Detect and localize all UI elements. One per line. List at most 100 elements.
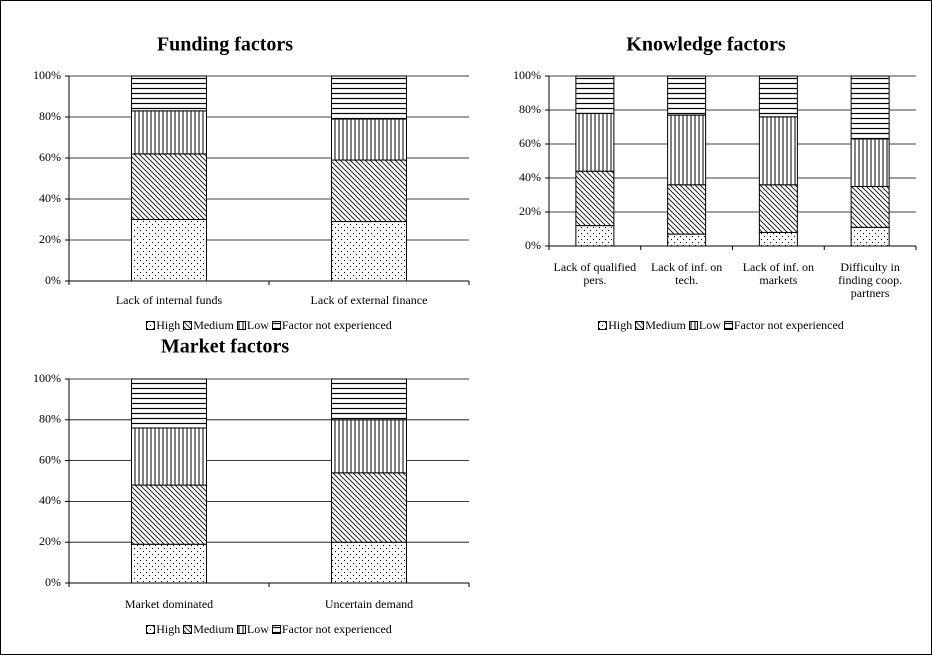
legend-swatch-box <box>236 625 246 634</box>
legend-swatch <box>271 625 281 634</box>
legend-swatch-box <box>723 321 733 330</box>
legend-item: Factor not experienced <box>271 622 392 637</box>
chart-title: Knowledge factors <box>626 34 786 56</box>
bar-segment <box>667 75 707 116</box>
bar-segment <box>331 541 407 584</box>
legend-item: Medium <box>183 318 234 333</box>
x-tick-label: Lack of qualified pers. <box>553 260 637 287</box>
legend-swatch-box <box>183 321 193 330</box>
bar-segment <box>850 226 890 247</box>
bar-segment <box>331 159 407 223</box>
legend-swatch <box>183 321 193 330</box>
y-tick-label: 0% <box>45 273 61 287</box>
legend-label: High <box>156 622 181 636</box>
legend-swatch-box <box>236 321 246 330</box>
legend-swatch-box <box>146 625 156 634</box>
x-tick-label: Lack of internal funds <box>115 293 223 307</box>
bar-segment <box>850 75 890 140</box>
bar-segment <box>331 419 407 474</box>
legend-item: Low <box>688 318 721 333</box>
bar-segment <box>131 484 207 545</box>
legend-swatch-box <box>598 321 608 330</box>
bar-segment <box>331 118 407 161</box>
y-tick-label: 80% <box>519 102 541 116</box>
legend-swatch <box>271 321 281 330</box>
bar-segment <box>575 112 615 172</box>
x-tick-label: Market dominated <box>124 597 214 611</box>
bar-segment <box>667 233 707 247</box>
y-tick-label: 20% <box>39 232 61 246</box>
legend-swatch-box <box>635 321 645 330</box>
legend-swatch-box <box>183 625 193 634</box>
y-tick-label: 60% <box>39 150 61 164</box>
bar-segment <box>575 225 615 247</box>
bar-segment <box>667 184 707 235</box>
y-tick-label: 20% <box>39 534 61 548</box>
bar-segment <box>575 75 615 114</box>
y-tick-label: 20% <box>519 204 541 218</box>
legend-item: Low <box>236 318 269 333</box>
legend-swatch <box>183 625 193 634</box>
bar-segment <box>131 110 207 155</box>
legend-item: High <box>146 318 180 333</box>
x-tick-label: Difficulty in finding coop. partners <box>838 260 903 300</box>
bar-segment <box>131 543 207 584</box>
bar-segment <box>758 231 798 247</box>
legend-label: Factor not experienced <box>733 318 844 332</box>
y-tick-label: 100% <box>513 68 541 82</box>
bar-segment <box>850 138 890 187</box>
y-tick-label: 100% <box>33 371 61 385</box>
x-tick-label: Lack of inf. on markets <box>742 260 815 287</box>
legend-swatch <box>236 625 246 634</box>
legend-swatch <box>598 321 608 330</box>
legend-swatch <box>688 321 698 330</box>
y-tick-label: 0% <box>45 575 61 589</box>
legend-label: Medium <box>645 318 686 332</box>
legend-swatch <box>146 321 156 330</box>
legend-swatch <box>236 321 246 330</box>
bar-segment <box>850 186 890 228</box>
legend: High Medium Low Factor not experienced <box>69 622 469 637</box>
legend-item: Medium <box>183 622 234 637</box>
legend-label: Low <box>246 622 269 636</box>
y-tick-label: 40% <box>39 191 61 205</box>
bar-segment <box>331 378 407 421</box>
bar-segment <box>331 221 407 282</box>
legend-swatch-box <box>271 625 281 634</box>
legend: High Medium Low Factor not experienced <box>69 318 469 333</box>
x-tick-label: Uncertain demand <box>324 597 414 611</box>
bar-segment <box>331 75 407 120</box>
bar-segment <box>667 114 707 186</box>
chart-title: Market factors <box>161 336 289 358</box>
bar-segment <box>131 75 207 112</box>
legend-label: Medium <box>193 622 234 636</box>
legend-swatch-box <box>688 321 698 330</box>
legend-label: Medium <box>193 318 234 332</box>
bar-segment <box>758 184 798 233</box>
y-tick-label: 80% <box>39 109 61 123</box>
y-tick-label: 80% <box>39 412 61 426</box>
bar-segment <box>131 219 207 282</box>
y-tick-label: 40% <box>519 170 541 184</box>
bar-segment <box>575 170 615 227</box>
legend-item: Low <box>236 622 269 637</box>
bar-segment <box>758 75 798 118</box>
legend-label: Factor not experienced <box>281 622 392 636</box>
legend-label: High <box>608 318 633 332</box>
legend-swatch-box <box>146 321 156 330</box>
legend-label: High <box>156 318 181 332</box>
legend-swatch <box>635 321 645 330</box>
y-tick-label: 0% <box>525 238 541 252</box>
bar-segment <box>131 427 207 486</box>
y-tick-label: 100% <box>33 68 61 82</box>
legend-item: High <box>598 318 632 333</box>
bar-segment <box>131 378 207 429</box>
y-tick-label: 60% <box>519 136 541 150</box>
x-tick-label: Lack of inf. on tech. <box>650 260 723 287</box>
legend-swatch-box <box>271 321 281 330</box>
x-tick-label: Lack of external finance <box>310 293 428 307</box>
legend-label: Low <box>246 318 269 332</box>
chart-title: Funding factors <box>157 34 293 56</box>
